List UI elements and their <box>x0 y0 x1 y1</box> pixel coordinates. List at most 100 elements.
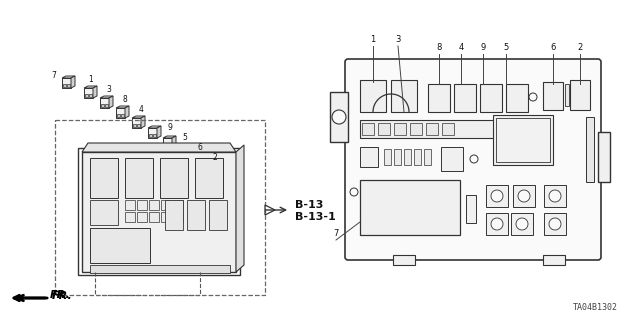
Bar <box>330 92 348 142</box>
Text: 8: 8 <box>123 94 127 103</box>
Bar <box>493 115 553 165</box>
Bar <box>441 147 463 171</box>
Bar <box>511 213 533 235</box>
Polygon shape <box>178 146 191 148</box>
Bar <box>89 93 92 97</box>
Polygon shape <box>163 136 176 138</box>
Bar <box>149 212 159 222</box>
Text: 5: 5 <box>504 43 509 52</box>
Bar <box>543 255 565 265</box>
Bar <box>160 158 188 198</box>
Bar <box>121 114 124 116</box>
Bar <box>194 164 197 167</box>
Bar <box>125 200 135 210</box>
Bar <box>195 158 223 198</box>
Bar <box>137 123 140 127</box>
Bar <box>165 200 183 230</box>
Bar <box>480 84 502 112</box>
Bar <box>543 82 563 110</box>
Bar <box>168 144 171 146</box>
Polygon shape <box>100 96 113 98</box>
Bar <box>486 185 508 207</box>
Bar <box>149 200 159 210</box>
Bar <box>101 103 104 107</box>
Bar <box>173 212 183 222</box>
Text: 6: 6 <box>198 144 202 152</box>
Bar <box>426 123 438 135</box>
Bar <box>137 212 147 222</box>
Text: FR.: FR. <box>50 290 71 300</box>
Text: 5: 5 <box>182 133 188 143</box>
Bar <box>105 103 108 107</box>
Polygon shape <box>163 138 172 148</box>
Circle shape <box>491 218 503 230</box>
Bar <box>391 80 417 112</box>
Polygon shape <box>82 152 236 272</box>
Bar <box>428 84 450 112</box>
Bar <box>125 158 153 198</box>
Bar <box>513 185 535 207</box>
Polygon shape <box>62 78 71 88</box>
Polygon shape <box>100 98 109 108</box>
Bar <box>454 84 476 112</box>
Polygon shape <box>116 106 129 108</box>
Polygon shape <box>193 156 206 158</box>
Bar <box>414 149 421 165</box>
Circle shape <box>518 190 530 202</box>
Bar <box>362 123 374 135</box>
Bar <box>506 84 528 112</box>
Polygon shape <box>84 88 93 98</box>
Text: 9: 9 <box>168 123 172 132</box>
Text: 1: 1 <box>88 75 93 84</box>
Text: B-13-1: B-13-1 <box>295 212 336 222</box>
Bar <box>544 185 566 207</box>
Bar <box>90 265 230 273</box>
Bar <box>360 180 460 235</box>
Text: 4: 4 <box>139 105 143 114</box>
Polygon shape <box>141 116 145 128</box>
Bar <box>67 84 70 86</box>
Polygon shape <box>172 136 176 148</box>
Text: 2: 2 <box>577 43 582 52</box>
Bar <box>486 213 508 235</box>
Bar <box>466 195 476 223</box>
Bar <box>149 133 152 137</box>
Polygon shape <box>84 86 97 88</box>
Text: 6: 6 <box>550 43 556 52</box>
Bar <box>586 117 594 182</box>
Text: 9: 9 <box>481 43 486 52</box>
Bar <box>598 132 610 182</box>
Bar <box>164 144 167 146</box>
Bar <box>179 153 182 157</box>
Polygon shape <box>202 156 206 168</box>
Polygon shape <box>193 158 202 168</box>
Bar <box>173 200 183 210</box>
Polygon shape <box>93 86 97 98</box>
Text: 7: 7 <box>52 70 56 79</box>
Bar <box>424 149 431 165</box>
Polygon shape <box>116 108 125 118</box>
Circle shape <box>529 93 537 101</box>
Text: FR.: FR. <box>52 291 73 301</box>
Polygon shape <box>71 76 75 88</box>
Bar <box>183 153 186 157</box>
Text: 7: 7 <box>333 229 339 238</box>
Polygon shape <box>157 126 161 138</box>
Text: TA04B1302: TA04B1302 <box>573 303 618 312</box>
Circle shape <box>516 218 528 230</box>
Polygon shape <box>109 96 113 108</box>
Text: 1: 1 <box>371 35 376 44</box>
Bar <box>384 149 391 165</box>
Text: 4: 4 <box>458 43 463 52</box>
Bar <box>394 123 406 135</box>
Polygon shape <box>62 76 75 78</box>
Bar <box>90 158 118 198</box>
Polygon shape <box>236 145 244 272</box>
Bar <box>565 84 569 106</box>
Polygon shape <box>148 126 161 128</box>
Polygon shape <box>82 143 236 152</box>
Bar <box>161 212 171 222</box>
Bar <box>360 80 386 112</box>
Text: 8: 8 <box>436 43 442 52</box>
Bar <box>410 123 422 135</box>
